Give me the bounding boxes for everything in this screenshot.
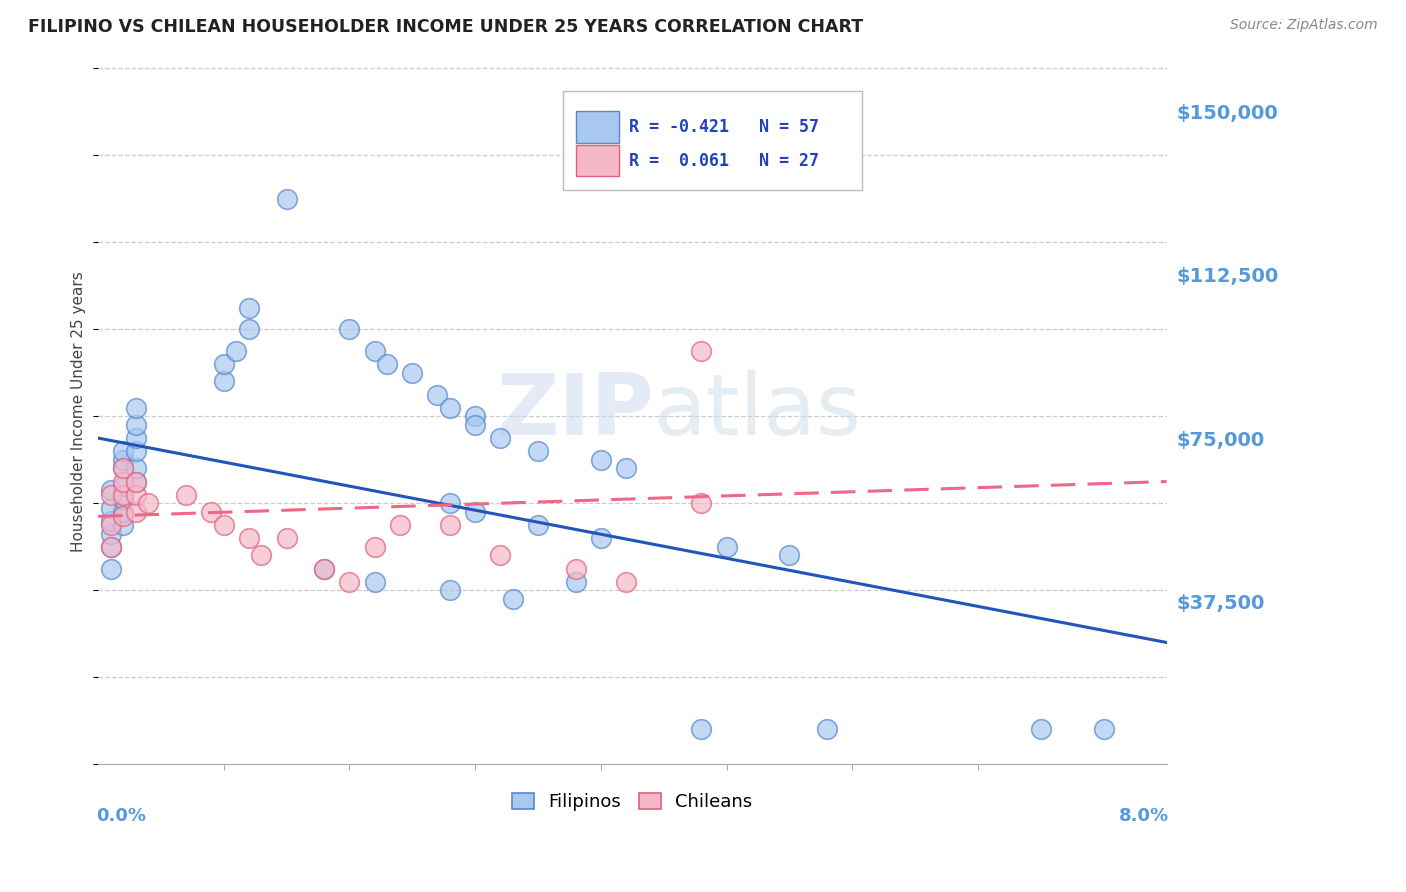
Point	[614, 574, 637, 589]
Point	[125, 444, 148, 458]
Point	[426, 387, 449, 401]
Point	[314, 561, 336, 575]
Point	[489, 549, 512, 563]
Point	[200, 505, 222, 519]
Point	[401, 366, 423, 380]
Point	[439, 401, 461, 415]
Legend: Filipinos, Chileans: Filipinos, Chileans	[505, 786, 759, 819]
Point	[100, 487, 122, 501]
Point	[464, 409, 486, 424]
Text: R = -0.421   N = 57: R = -0.421 N = 57	[628, 118, 820, 136]
Point	[125, 475, 148, 489]
Point	[100, 540, 122, 554]
Point	[564, 574, 586, 589]
Point	[125, 431, 148, 445]
Point	[125, 401, 148, 415]
Point	[112, 509, 135, 524]
Point	[112, 479, 135, 493]
Text: 0.0%: 0.0%	[96, 806, 146, 824]
Point	[112, 505, 135, 519]
Point	[614, 461, 637, 475]
Point	[1029, 723, 1052, 737]
Point	[174, 487, 197, 501]
Text: ZIP: ZIP	[496, 370, 654, 453]
FancyBboxPatch shape	[575, 112, 620, 143]
Point	[276, 192, 298, 206]
Point	[439, 496, 461, 510]
Point	[375, 357, 398, 371]
Point	[112, 487, 135, 501]
Point	[778, 549, 800, 563]
FancyBboxPatch shape	[575, 145, 620, 177]
Point	[690, 344, 713, 359]
Text: 8.0%: 8.0%	[1119, 806, 1168, 824]
Point	[136, 496, 159, 510]
Point	[363, 574, 385, 589]
Text: FILIPINO VS CHILEAN HOUSEHOLDER INCOME UNDER 25 YEARS CORRELATION CHART: FILIPINO VS CHILEAN HOUSEHOLDER INCOME U…	[28, 18, 863, 36]
Point	[125, 417, 148, 432]
Text: R =  0.061   N = 27: R = 0.061 N = 27	[628, 152, 820, 169]
Point	[464, 505, 486, 519]
Point	[1092, 723, 1115, 737]
Point	[125, 475, 148, 489]
Point	[502, 591, 524, 606]
Point	[363, 344, 385, 359]
Point	[112, 444, 135, 458]
Point	[212, 518, 235, 533]
Point	[100, 540, 122, 554]
Point	[100, 526, 122, 541]
Point	[100, 483, 122, 498]
Point	[112, 461, 135, 475]
Text: atlas: atlas	[654, 370, 862, 453]
Point	[112, 475, 135, 489]
Point	[339, 574, 361, 589]
Point	[564, 561, 586, 575]
Point	[589, 531, 612, 545]
Point	[363, 540, 385, 554]
Point	[439, 518, 461, 533]
Point	[100, 561, 122, 575]
Point	[125, 461, 148, 475]
Point	[238, 301, 260, 315]
Point	[112, 518, 135, 533]
Y-axis label: Householder Income Under 25 years: Householder Income Under 25 years	[72, 271, 86, 552]
Point	[527, 518, 550, 533]
Point	[339, 322, 361, 336]
Point	[100, 500, 122, 515]
Point	[238, 322, 260, 336]
FancyBboxPatch shape	[562, 91, 862, 190]
Point	[250, 549, 273, 563]
Point	[112, 491, 135, 506]
Point	[125, 505, 148, 519]
Point	[589, 452, 612, 467]
Point	[225, 344, 247, 359]
Point	[439, 583, 461, 598]
Point	[388, 518, 411, 533]
Text: Source: ZipAtlas.com: Source: ZipAtlas.com	[1230, 18, 1378, 32]
Point	[112, 461, 135, 475]
Point	[100, 518, 122, 533]
Point	[212, 375, 235, 389]
Point	[464, 417, 486, 432]
Point	[112, 452, 135, 467]
Point	[125, 487, 148, 501]
Point	[100, 514, 122, 528]
Point	[212, 357, 235, 371]
Point	[690, 723, 713, 737]
Point	[815, 723, 838, 737]
Point	[489, 431, 512, 445]
Point	[527, 444, 550, 458]
Point	[276, 531, 298, 545]
Point	[716, 540, 738, 554]
Point	[690, 496, 713, 510]
Point	[238, 531, 260, 545]
Point	[314, 561, 336, 575]
